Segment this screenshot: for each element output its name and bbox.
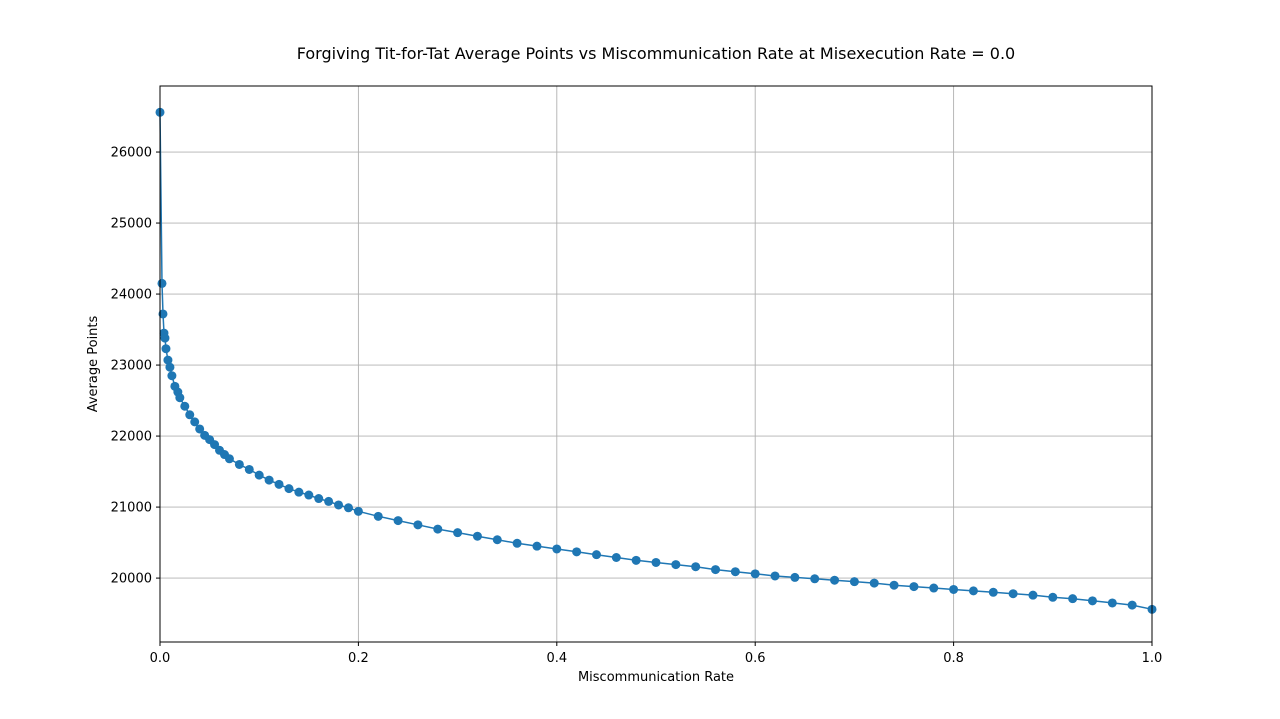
data-point (195, 424, 205, 434)
data-point (1127, 600, 1137, 610)
y-tick-label: 26000 (111, 146, 152, 161)
x-axis: 0.0 0.2 0.4 0.6 0.8 1.0 (150, 642, 1163, 666)
data-point (611, 552, 621, 562)
data-point (472, 531, 482, 541)
data-point (294, 487, 304, 497)
data-point (849, 577, 859, 587)
data-point (433, 524, 443, 534)
data-point (160, 333, 170, 343)
data-point (314, 494, 324, 504)
data-point (651, 557, 661, 567)
data-point (968, 586, 978, 596)
data-point (163, 355, 173, 365)
data-point (224, 454, 234, 464)
data-point (1087, 596, 1097, 606)
data-point (591, 550, 601, 560)
data-point (929, 583, 939, 593)
x-tick-label: 0.4 (546, 651, 567, 666)
data-point (180, 401, 190, 411)
data-point (254, 470, 264, 480)
data-point (165, 362, 175, 372)
data-point (572, 547, 582, 557)
data-point (393, 516, 403, 526)
data-layer (155, 107, 1157, 614)
data-point (185, 410, 195, 420)
data-point (190, 417, 200, 427)
data-point (869, 578, 879, 588)
data-point (161, 344, 171, 354)
y-axis-title: Average Points (86, 315, 101, 412)
x-tick-label: 0.8 (943, 651, 964, 666)
data-point (413, 520, 423, 530)
data-point (631, 555, 641, 565)
data-point (492, 535, 502, 545)
data-point (304, 490, 314, 500)
data-point (167, 371, 177, 381)
data-point (453, 528, 463, 538)
data-point (157, 278, 167, 288)
data-point (671, 560, 681, 570)
data-point (234, 459, 244, 469)
data-point (1107, 598, 1117, 608)
data-point (691, 562, 701, 572)
data-point (711, 565, 721, 575)
y-tick-label: 25000 (111, 217, 152, 232)
x-tick-label: 0.0 (150, 651, 171, 666)
y-tick-label: 22000 (111, 430, 152, 445)
data-point (274, 479, 284, 489)
y-tick-label: 23000 (111, 359, 152, 374)
series-line (159, 112, 1153, 611)
data-point (532, 541, 542, 551)
y-tick-label: 24000 (111, 288, 152, 303)
data-point (1048, 592, 1058, 602)
data-point (750, 569, 760, 579)
data-point (988, 587, 998, 597)
x-tick-label: 0.2 (348, 651, 369, 666)
data-point (353, 506, 363, 516)
data-point (343, 503, 353, 513)
data-point (1028, 590, 1038, 600)
data-point (373, 511, 383, 521)
data-point (830, 575, 840, 585)
plot-frame (159, 85, 1153, 643)
data-point (175, 393, 185, 403)
data-point (244, 464, 254, 474)
data-point (1068, 594, 1078, 604)
data-point (1008, 589, 1018, 599)
data-point (264, 475, 274, 485)
chart-title: Forgiving Tit-for-Tat Average Points vs … (297, 44, 1015, 63)
data-point (889, 580, 899, 590)
data-point (324, 496, 334, 506)
data-point (552, 544, 562, 554)
data-point (730, 567, 740, 577)
y-tick-label: 21000 (111, 501, 152, 516)
x-tick-label: 0.6 (745, 651, 766, 666)
data-point (909, 582, 919, 592)
data-point (770, 571, 780, 581)
data-point (334, 500, 344, 510)
data-point (949, 584, 959, 594)
data-point (790, 572, 800, 582)
data-point (284, 484, 294, 494)
x-tick-label: 1.0 (1142, 651, 1163, 666)
y-tick-label: 20000 (111, 572, 152, 587)
y-axis: 20000 21000 22000 23000 24000 25000 26000 (111, 146, 160, 587)
data-point (158, 309, 168, 319)
x-axis-title: Miscommunication Rate (578, 670, 734, 685)
data-point (810, 574, 820, 584)
data-point (512, 538, 522, 548)
